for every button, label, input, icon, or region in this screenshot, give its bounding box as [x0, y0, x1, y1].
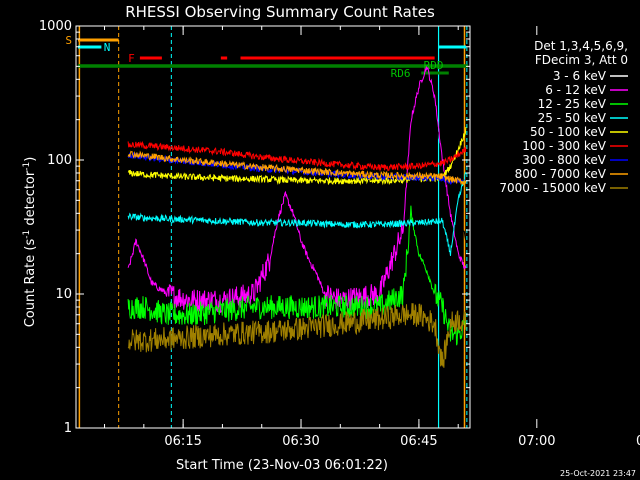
x-tick-label: 06:45 [400, 434, 437, 449]
legend-entry-label: 7000 - 15000 keV [499, 181, 606, 195]
flare-label: F [128, 52, 135, 65]
legend-entry-label: 25 - 50 keV [538, 111, 607, 125]
x-tick-label: 06:15 [164, 434, 201, 449]
series-line [127, 66, 467, 313]
series-line [127, 171, 467, 256]
saa-label: S [65, 34, 72, 47]
series-line [127, 150, 467, 185]
y-label-sup2: -1 [22, 162, 32, 171]
night-label: N [104, 41, 111, 54]
y-label-end: ) [23, 157, 38, 162]
series-line [127, 303, 467, 368]
legend-entry-label: 100 - 300 keV [522, 139, 606, 153]
series-line [127, 127, 467, 186]
plot-frame [75, 25, 471, 429]
status-flags: S N F RDD RD6 [65, 26, 468, 428]
legend-entry-label: 300 - 800 keV [522, 153, 606, 167]
timestamp: 25-Oct-2021 23:47 [560, 469, 636, 478]
series-line [127, 104, 467, 306]
x-tick-label: 06:30 [282, 434, 319, 449]
legend-entry-label: 12 - 25 keV [538, 97, 607, 111]
y-tick-label: 100 [47, 153, 72, 168]
legend-header: Det 1,3,4,5,6,9, [534, 39, 628, 53]
rdd-label: RDD [424, 59, 444, 72]
legend-entry-label: 800 - 7000 keV [515, 167, 607, 181]
chart-title: RHESSI Observing Summary Count Rates [125, 3, 435, 21]
legend-entry-label: 6 - 12 keV [545, 83, 607, 97]
legend-entry-label: 50 - 100 keV [530, 125, 607, 139]
x-tick-label: 07:00 [518, 434, 555, 449]
y-tick-label: 1 [64, 421, 72, 436]
y-axis-label: Count Rate (s-1 detector-1) [22, 157, 38, 328]
rd6-label: RD6 [391, 67, 411, 80]
y-label-mid: detector [23, 170, 38, 230]
series-line [127, 140, 467, 172]
series-layer [127, 66, 467, 368]
legend: Det 1,3,4,5,6,9,FDecim 3, Att 0 3 - 6 keV… [499, 39, 628, 195]
x-tick-label: 07:15 [636, 434, 640, 449]
y-axis: 1 10 100 1000 [39, 19, 470, 436]
legend-entry-label: 3 - 6 keV [553, 69, 607, 83]
x-axis-label: Start Time (23-Nov-03 06:01:22) [176, 458, 388, 473]
y-tick-label: 10 [55, 287, 72, 302]
legend-header: FDecim 3, Att 0 [535, 53, 628, 67]
y-label-main: Count Rate (s [23, 239, 38, 328]
series-line [127, 205, 467, 346]
y-label-sup1: -1 [22, 230, 32, 239]
y-tick-label: 1000 [39, 19, 72, 34]
